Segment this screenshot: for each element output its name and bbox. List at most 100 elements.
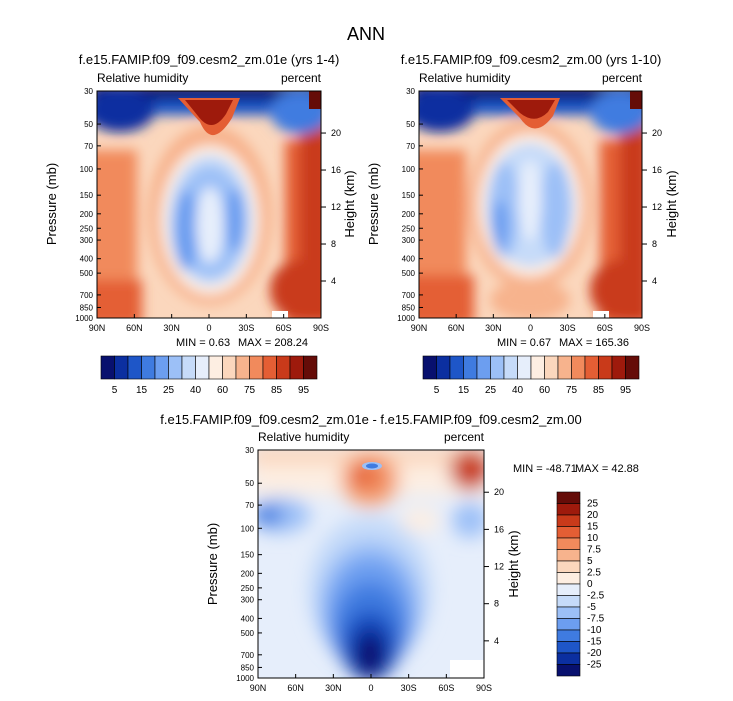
ytick-label: 1000	[397, 314, 415, 323]
panel-2-title: f.e15.FAMIP.f09_f09.cesm2_zm.00 (yrs 1-1…	[401, 52, 662, 67]
colorbar-box	[114, 355, 129, 380]
colorbar-label: 2.5	[587, 568, 601, 579]
colorbar-box	[556, 526, 581, 539]
panel-1-right-label: percent	[281, 71, 322, 85]
ytick-label: 500	[402, 269, 416, 278]
ytick-label: 70	[406, 142, 415, 151]
xtick-label: 90S	[634, 323, 650, 333]
colorbar-box	[127, 355, 142, 380]
panel-1-title: f.e15.FAMIP.f09_f09.cesm2_zm.01e (yrs 1-…	[79, 52, 340, 67]
ytick-label: 100	[80, 165, 94, 174]
colorbar-label: -5	[587, 602, 596, 613]
panel-2-yticks: 30 50 70 100 150 200 250 300 400 500 700 850 1000 20 1…	[397, 87, 662, 323]
colorbar-box	[556, 652, 581, 665]
ytick-label: 850	[402, 303, 416, 312]
colorbar-box	[556, 549, 581, 562]
xtick-label: 0	[206, 323, 211, 333]
panel-2-ylabel: Pressure (mb)	[366, 163, 381, 245]
panel-3-title: f.e15.FAMIP.f09_f09.cesm2_zm.01e - f.e15…	[160, 412, 582, 427]
panel-1-min-label: MIN = 0.63	[176, 337, 230, 349]
ytick-label: 150	[402, 191, 416, 200]
ytick-label: 850	[241, 663, 255, 672]
y2tick-label: 8	[652, 239, 657, 249]
colorbar-box	[556, 664, 581, 677]
panel-1-max-label: MAX = 208.24	[238, 337, 308, 349]
colorbar-label: 75	[244, 385, 256, 396]
y2tick-label: 20	[494, 487, 504, 497]
panel-2-max-label: MAX = 165.36	[559, 337, 629, 349]
panel-3: f.e15.FAMIP.f09_f09.cesm2_zm.01e - f.e15…	[160, 412, 639, 693]
panel-1-left-label: Relative humidity	[97, 71, 188, 85]
colorbar-label: 10	[587, 533, 599, 544]
panel-3-max-label: MAX = 42.88	[575, 463, 639, 475]
ytick-label: 200	[241, 569, 255, 578]
ytick-label: 50	[245, 479, 254, 488]
colorbar-box	[141, 355, 156, 380]
ytick-label: 700	[241, 651, 255, 660]
ytick-label: 50	[84, 120, 93, 129]
ytick-label: 700	[80, 291, 94, 300]
colorbar-box	[598, 355, 613, 380]
y2tick-label: 16	[331, 165, 341, 175]
colorbar-box	[556, 595, 581, 608]
colorbar-box	[611, 355, 626, 380]
ytick-label: 400	[402, 255, 416, 264]
ytick-label: 250	[241, 584, 255, 593]
panel-3-ylabel: Pressure (mb)	[205, 523, 220, 605]
colorbar-label: 95	[620, 385, 632, 396]
colorbar-box	[100, 355, 115, 380]
colorbar-label: 85	[271, 385, 283, 396]
colorbar-box	[530, 355, 545, 380]
y2tick-label: 8	[494, 599, 499, 609]
xtick-label: 60S	[438, 683, 454, 693]
panel-3-field	[258, 450, 484, 678]
y2tick-label: 4	[331, 276, 336, 286]
y2tick-label: 16	[494, 524, 504, 534]
colorbar-box	[208, 355, 223, 380]
colorbar-box	[276, 355, 291, 380]
colorbar-box	[195, 355, 210, 380]
panel-2-left-label: Relative humidity	[419, 71, 510, 85]
colorbar-label: 25	[163, 385, 175, 396]
ytick-label: 100	[402, 165, 416, 174]
xtick-label: 0	[368, 683, 373, 693]
xtick-label: 30S	[560, 323, 576, 333]
colorbar-box	[476, 355, 491, 380]
colorbar-box	[168, 355, 183, 380]
colorbar-label: 75	[566, 385, 578, 396]
colorbar-label: 15	[587, 522, 599, 533]
ytick-label: 200	[80, 210, 94, 219]
ytick-label: 300	[402, 236, 416, 245]
xtick-label: 60S	[276, 323, 292, 333]
ytick-label: 70	[84, 142, 93, 151]
ytick-label: 300	[241, 596, 255, 605]
xtick-label: 60N	[287, 683, 304, 693]
y2tick-label: 4	[494, 636, 499, 646]
colorbar-box	[436, 355, 451, 380]
colorbar-box	[557, 355, 572, 380]
panel-1-ylabel: Pressure (mb)	[44, 163, 59, 245]
ytick-label: 250	[80, 224, 94, 233]
colorbar-label: 95	[298, 385, 310, 396]
y2tick-label: 20	[652, 128, 662, 138]
colorbar-box	[556, 606, 581, 619]
panel-3-yticks: 30 50 70 100 150 200 250 300 400 500 700 850 1000 20 1…	[236, 446, 504, 683]
colorbar-label: 85	[593, 385, 605, 396]
ytick-label: 400	[80, 255, 94, 264]
xtick-label: 60S	[597, 323, 613, 333]
ytick-label: 700	[402, 291, 416, 300]
colorbar-label: 25	[587, 499, 599, 510]
colorbar-label: 0	[587, 579, 593, 590]
colorbar-label: 40	[190, 385, 202, 396]
colorbar-label: 25	[485, 385, 497, 396]
colorbar-label: -2.5	[587, 591, 605, 602]
panel-3-xticks: 90N 60N 30N 0 30S 60S 90S	[250, 674, 492, 693]
colorbar-box	[556, 560, 581, 573]
colorbar-label: 60	[539, 385, 551, 396]
ytick-label: 100	[241, 524, 255, 533]
colorbar-box	[289, 355, 304, 380]
colorbar-label: 7.5	[587, 545, 601, 556]
xtick-label: 60N	[448, 323, 465, 333]
